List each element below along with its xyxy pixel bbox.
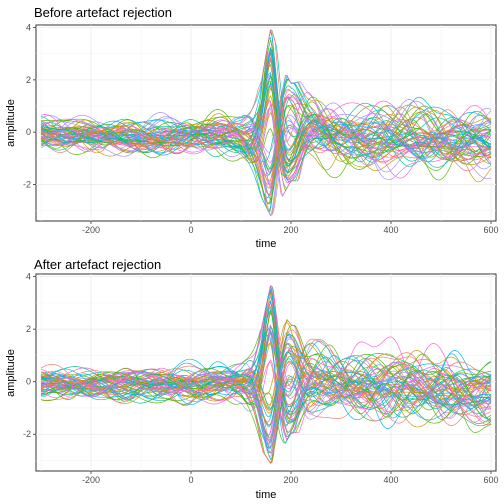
series-line <box>40 309 492 424</box>
series-line <box>40 295 492 406</box>
series-line <box>40 289 492 421</box>
x-tick-label: 400 <box>383 475 398 485</box>
y-tick-label: 4 <box>26 23 31 33</box>
x-tick-label: 600 <box>483 225 498 235</box>
y-tick-label: 0 <box>26 377 31 387</box>
series-line <box>40 333 492 428</box>
series-line <box>40 344 492 444</box>
series-line <box>40 29 492 161</box>
x-axis-ticks: -200 0 200 400 600 <box>82 221 499 235</box>
x-tick-label: 0 <box>188 225 193 235</box>
series-line <box>40 46 492 161</box>
series-lines <box>40 29 492 217</box>
series-line <box>40 100 492 189</box>
series-line <box>40 338 492 445</box>
y-axis-label: amplitude <box>5 349 17 397</box>
y-tick-label: -2 <box>23 429 31 439</box>
series-line <box>40 104 492 205</box>
y-tick-label: 4 <box>26 272 31 282</box>
series-line <box>40 99 492 216</box>
y-axis-label: amplitude <box>5 99 17 147</box>
series-line <box>40 329 492 423</box>
x-tick-label: -200 <box>82 225 100 235</box>
y-tick-label: 2 <box>26 75 31 85</box>
x-tick-label: 400 <box>383 225 398 235</box>
series-line <box>40 324 492 438</box>
series-line <box>40 342 492 426</box>
chart-panel-before: Before artefact rejection -200 0 200 400 600… <box>5 5 499 250</box>
x-axis-ticks: -200 0 200 400 600 <box>82 471 499 485</box>
chart-panel-after: After artefact rejection -200 0 200 400 600 … <box>5 257 499 501</box>
series-line <box>40 346 492 441</box>
y-tick-label: 0 <box>26 127 31 137</box>
series-line <box>40 105 492 183</box>
series-line <box>40 94 492 197</box>
x-tick-label: -200 <box>82 475 100 485</box>
series-line <box>40 333 492 414</box>
y-axis-ticks: -2 0 2 4 <box>23 272 36 439</box>
x-tick-label: 200 <box>283 475 298 485</box>
y-tick-label: 2 <box>26 324 31 334</box>
x-axis-label: time <box>256 238 277 250</box>
series-lines <box>40 284 492 465</box>
y-axis-ticks: -2 0 2 4 <box>23 23 36 189</box>
x-tick-label: 200 <box>283 225 298 235</box>
chart-title: After artefact rejection <box>34 257 161 272</box>
y-tick-label: -2 <box>23 179 31 189</box>
chart-title: Before artefact rejection <box>34 5 172 20</box>
series-line <box>40 340 492 421</box>
series-line <box>40 359 492 440</box>
series-line <box>40 31 491 167</box>
x-axis-label: time <box>256 489 277 501</box>
series-line <box>40 124 492 189</box>
series-line <box>41 347 492 464</box>
series-line <box>40 328 492 444</box>
x-tick-label: 600 <box>483 475 498 485</box>
series-line <box>40 107 492 197</box>
x-tick-label: 0 <box>188 475 193 485</box>
series-line <box>40 361 492 443</box>
